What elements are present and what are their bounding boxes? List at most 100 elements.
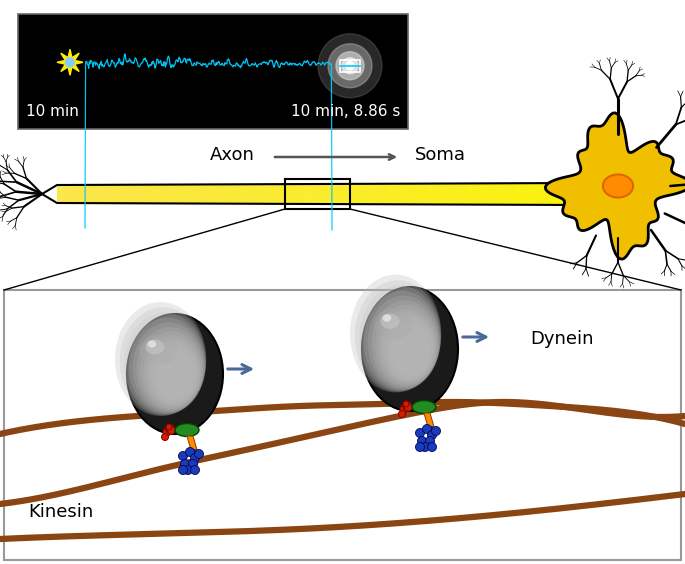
Bar — [110, 185, 116, 203]
Circle shape — [184, 465, 192, 474]
Circle shape — [417, 437, 427, 446]
Ellipse shape — [350, 275, 441, 393]
Ellipse shape — [129, 318, 206, 413]
Text: Axon: Axon — [210, 146, 254, 164]
Bar — [247, 184, 253, 204]
Bar — [18, 14, 408, 129]
Ellipse shape — [139, 335, 177, 365]
Ellipse shape — [359, 285, 441, 391]
Ellipse shape — [175, 424, 199, 437]
Bar — [90, 185, 96, 203]
Circle shape — [425, 437, 434, 446]
Bar — [547, 183, 554, 205]
Bar — [410, 184, 416, 204]
Bar — [358, 184, 364, 204]
Text: Kinesin: Kinesin — [28, 503, 93, 521]
Ellipse shape — [136, 327, 203, 411]
Bar — [142, 184, 149, 204]
Bar — [371, 184, 377, 204]
Bar — [501, 183, 508, 205]
Bar — [488, 183, 495, 205]
Ellipse shape — [412, 400, 436, 413]
Bar — [129, 185, 136, 203]
Ellipse shape — [368, 296, 440, 389]
Bar — [514, 183, 521, 205]
Bar — [285, 179, 350, 209]
Circle shape — [66, 58, 75, 67]
Circle shape — [427, 443, 436, 452]
Circle shape — [403, 402, 410, 410]
Bar — [188, 184, 195, 204]
Bar — [149, 184, 155, 204]
Bar — [299, 184, 306, 204]
Bar — [221, 184, 227, 204]
Circle shape — [166, 425, 173, 433]
Ellipse shape — [148, 341, 156, 347]
Circle shape — [190, 453, 199, 462]
Ellipse shape — [145, 340, 164, 355]
Circle shape — [432, 426, 440, 435]
Circle shape — [328, 44, 372, 88]
Ellipse shape — [127, 314, 223, 434]
Bar — [123, 185, 129, 203]
Circle shape — [336, 52, 364, 80]
Ellipse shape — [144, 336, 201, 407]
Bar — [345, 184, 351, 204]
Bar — [208, 184, 214, 204]
Ellipse shape — [140, 331, 203, 409]
Ellipse shape — [380, 314, 399, 329]
Circle shape — [190, 465, 199, 474]
Bar — [527, 183, 534, 205]
Circle shape — [416, 443, 425, 452]
Bar — [475, 183, 482, 205]
Bar — [364, 184, 371, 204]
Bar — [540, 183, 547, 205]
Circle shape — [195, 450, 203, 459]
Bar — [103, 185, 110, 203]
Bar — [292, 184, 299, 204]
Circle shape — [179, 465, 188, 474]
Circle shape — [400, 405, 408, 413]
Bar — [57, 185, 64, 203]
Ellipse shape — [375, 305, 438, 385]
Bar — [4, 290, 681, 560]
Ellipse shape — [371, 300, 438, 387]
Bar — [306, 184, 312, 204]
Bar — [64, 185, 70, 203]
Bar — [573, 183, 580, 205]
Circle shape — [423, 425, 432, 434]
Bar — [260, 184, 266, 204]
Bar — [162, 184, 168, 204]
Circle shape — [427, 430, 436, 439]
Bar — [273, 184, 279, 204]
Bar — [397, 184, 403, 204]
Ellipse shape — [362, 287, 458, 411]
Text: Dynein: Dynein — [530, 330, 593, 348]
Circle shape — [318, 34, 382, 98]
Bar — [279, 184, 286, 204]
Bar — [508, 183, 514, 205]
Text: 10 min: 10 min — [26, 104, 79, 119]
Circle shape — [403, 401, 411, 409]
Ellipse shape — [133, 323, 205, 412]
Circle shape — [342, 58, 358, 74]
Circle shape — [166, 424, 174, 432]
Bar — [136, 184, 142, 203]
Polygon shape — [424, 413, 434, 427]
Bar — [168, 184, 175, 204]
Circle shape — [166, 424, 172, 430]
Bar — [266, 184, 273, 204]
Ellipse shape — [150, 343, 198, 403]
Bar — [340, 60, 360, 72]
Circle shape — [181, 460, 190, 469]
Bar — [495, 183, 501, 205]
Circle shape — [179, 452, 188, 460]
Bar — [77, 185, 83, 203]
Bar — [234, 184, 240, 204]
Polygon shape — [187, 436, 197, 450]
Ellipse shape — [120, 307, 206, 416]
Bar — [155, 184, 162, 204]
Ellipse shape — [147, 340, 200, 406]
Polygon shape — [57, 49, 83, 76]
Circle shape — [162, 434, 169, 440]
